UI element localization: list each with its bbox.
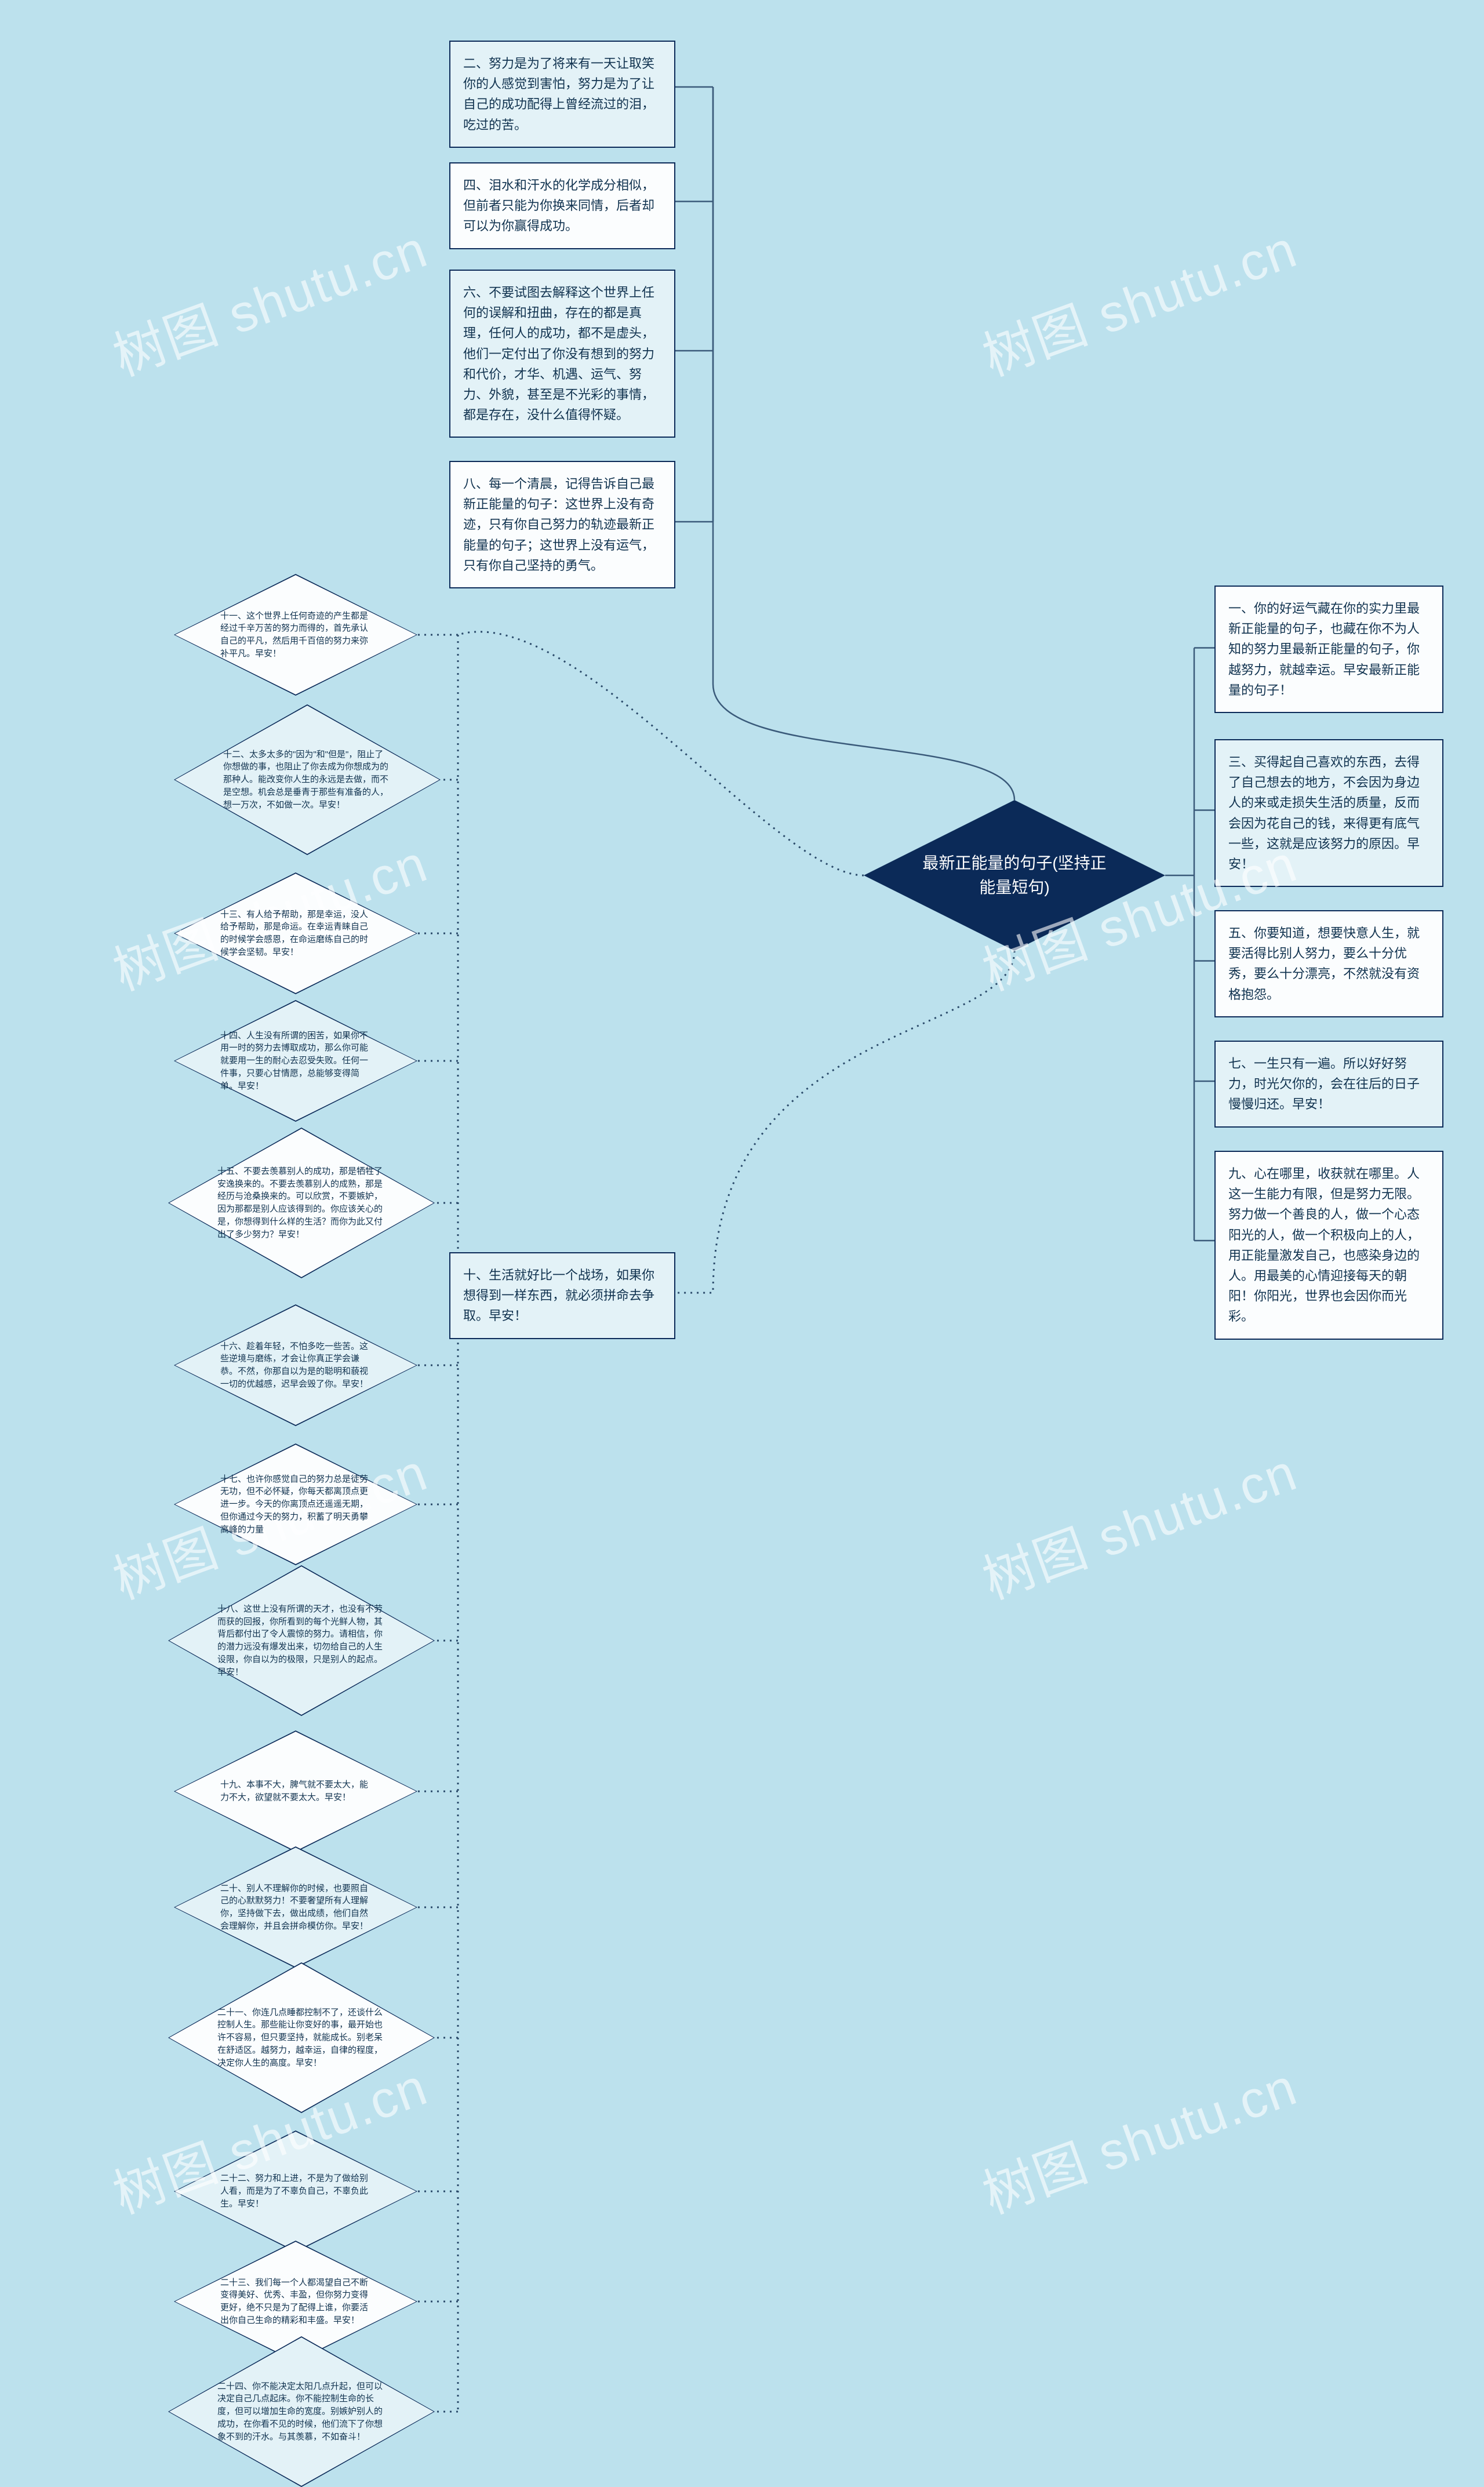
node-text: 十九、本事不大，脾气就不要太大，能力不大，欲望就不要太大。早安！ [220,1779,371,1804]
center-node: 最新正能量的句子(坚持正能量短句) [864,800,1165,951]
node-text: 六、不要试图去解释这个世界上任何的误解和扭曲，存在的都是真理，任何人的成功，都不… [463,282,661,425]
node-text: 七、一生只有一遍。所以好好努力，时光欠你的，会在往后的日子慢慢归还。早安！ [1228,1053,1430,1115]
node-text: 九、心在哪里，收获就在哪里。人这一生能力有限，但是努力无限。努力做一个善良的人，… [1228,1163,1430,1327]
node-text: 四、泪水和汗水的化学成分相似，但前者只能为你换来同情，后者却可以为你赢得成功。 [463,175,661,237]
node-t6: 六、不要试图去解释这个世界上任何的误解和扭曲，存在的都是真理，任何人的成功，都不… [449,270,675,438]
node-text: 十、生活就好比一个战场，如果你想得到一样东西，就必须拼命去争取。早安！ [463,1265,661,1326]
center-label: 最新正能量的句子(坚持正能量短句) [864,851,1165,900]
node-d13: 十三、有人给予帮助，那是幸运，没人给予帮助，那是命运。在幸运青睐自己的时候学会感… [174,872,417,994]
node-r5: 五、你要知道，想要快意人生，就要活得比别人努力，要么十分优秀，要么十分漂亮，不然… [1214,910,1443,1017]
node-text: 二十三、我们每一个人都渴望自己不断变得美好、优秀、丰盈，但你努力变得更好，绝不只… [220,2277,371,2327]
node-d15: 十五、不要去羡慕别人的成功，那是牺牲了安逸换来的。不要去羡慕别人的成熟，那是经历… [168,1128,435,1278]
node-text: 二十四、你不能决定太阳几点升起，但可以决定自己几点起床。你不能控制生命的长度，但… [217,2380,385,2444]
node-d21: 二十一、你连几点睡都控制不了，还谈什么控制人生。那些能让你变好的事，最开始也许不… [168,1962,435,2113]
node-text: 十六、趁着年轻，不怕多吃一些苦。这些逆境与磨练，才会让你真正学会谦恭。不然，你那… [220,1340,371,1391]
node-text: 十五、不要去羡慕别人的成功，那是牺牲了安逸换来的。不要去羡慕别人的成熟，那是经历… [217,1165,385,1241]
node-text: 二十二、努力和上进，不是为了做给别人看，而是为了不辜负自己，不辜负此生。早安！ [220,2172,371,2210]
watermark: 树图 shutu.cn [971,207,1305,390]
node-d18: 十八、这世上没有所谓的天才，也没有不劳而获的回报，你所看到的每个光鲜人物，其背后… [168,1565,435,1716]
node-t2: 二、努力是为了将来有一天让取笑你的人感觉到害怕，努力是为了让自己的成功配得上曾经… [449,41,675,148]
watermark: 树图 shutu.cn [971,2045,1305,2228]
watermark: 树图 shutu.cn [971,1430,1305,1613]
node-r3: 三、买得起自己喜欢的东西，去得了自己想去的地方，不会因为身边人的来或走损失生活的… [1214,739,1443,887]
node-text: 十二、太多太多的"因为"和"但是"，阻止了你想做的事，也阻止了你去成为你想成为的… [223,748,391,812]
node-t8: 八、每一个清晨，记得告诉自己最新正能量的句子：这世界上没有奇迹，只有你自己努力的… [449,461,675,588]
node-text: 五、你要知道，想要快意人生，就要活得比别人努力，要么十分优秀，要么十分漂亮，不然… [1228,923,1430,1005]
node-d22: 二十二、努力和上进，不是为了做给别人看，而是为了不辜负自己，不辜负此生。早安！ [174,2130,417,2252]
node-d24: 二十四、你不能决定太阳几点升起，但可以决定自己几点起床。你不能控制生命的长度，但… [168,2336,435,2487]
node-text: 三、买得起自己喜欢的东西，去得了自己想去的地方，不会因为身边人的来或走损失生活的… [1228,752,1430,874]
node-d19: 十九、本事不大，脾气就不要太大，能力不大，欲望就不要太大。早安！ [174,1730,417,1852]
node-text: 十八、这世上没有所谓的天才，也没有不劳而获的回报，你所看到的每个光鲜人物，其背后… [217,1603,385,1679]
node-d12: 十二、太多太多的"因为"和"但是"，阻止了你想做的事，也阻止了你去成为你想成为的… [174,704,441,855]
node-text: 二十、别人不理解你的时候，也要照自己的心默默努力！不要奢望所有人理解你，坚持做下… [220,1882,371,1933]
node-text: 八、每一个清晨，记得告诉自己最新正能量的句子：这世界上没有奇迹，只有你自己努力的… [463,474,661,576]
node-text: 二十一、你连几点睡都控制不了，还谈什么控制人生。那些能让你变好的事，最开始也许不… [217,2006,385,2070]
node-d17: 十七、也许你感觉自己的努力总是徒劳无功，但不必怀疑，你每天都离顶点更进一步。今天… [174,1444,417,1565]
node-r7: 七、一生只有一遍。所以好好努力，时光欠你的，会在往后的日子慢慢归还。早安！ [1214,1041,1443,1128]
node-text: 二、努力是为了将来有一天让取笑你的人感觉到害怕，努力是为了让自己的成功配得上曾经… [463,53,661,135]
node-r1: 一、你的好运气藏在你的实力里最新正能量的句子，也藏在你不为人知的努力里最新正能量… [1214,586,1443,713]
node-t10: 十、生活就好比一个战场，如果你想得到一样东西，就必须拼命去争取。早安！ [449,1252,675,1339]
node-r9: 九、心在哪里，收获就在哪里。人这一生能力有限，但是努力无限。努力做一个善良的人，… [1214,1151,1443,1340]
node-d14: 十四、人生没有所谓的困苦，如果你不用一时的努力去博取成功，那么你可能就要用一生的… [174,1000,417,1122]
node-d20: 二十、别人不理解你的时候，也要照自己的心默默努力！不要奢望所有人理解你，坚持做下… [174,1846,417,1968]
node-t4: 四、泪水和汗水的化学成分相似，但前者只能为你换来同情，后者却可以为你赢得成功。 [449,162,675,249]
node-text: 十一、这个世界上任何奇迹的产生都是经过千辛万苦的努力而得的，首先承认自己的平凡，… [220,610,371,660]
node-text: 十七、也许你感觉自己的努力总是徒劳无功，但不必怀疑，你每天都离顶点更进一步。今天… [220,1473,371,1536]
node-text: 十四、人生没有所谓的困苦，如果你不用一时的努力去博取成功，那么你可能就要用一生的… [220,1030,371,1093]
node-d16: 十六、趁着年轻，不怕多吃一些苦。这些逆境与磨练，才会让你真正学会谦恭。不然，你那… [174,1304,417,1426]
node-text: 一、你的好运气藏在你的实力里最新正能量的句子，也藏在你不为人知的努力里最新正能量… [1228,598,1430,700]
watermark: 树图 shutu.cn [101,207,436,390]
node-text: 十三、有人给予帮助，那是幸运，没人给予帮助，那是命运。在幸运青睐自己的时候学会感… [220,908,371,959]
node-d11: 十一、这个世界上任何奇迹的产生都是经过千辛万苦的努力而得的，首先承认自己的平凡，… [174,574,417,696]
